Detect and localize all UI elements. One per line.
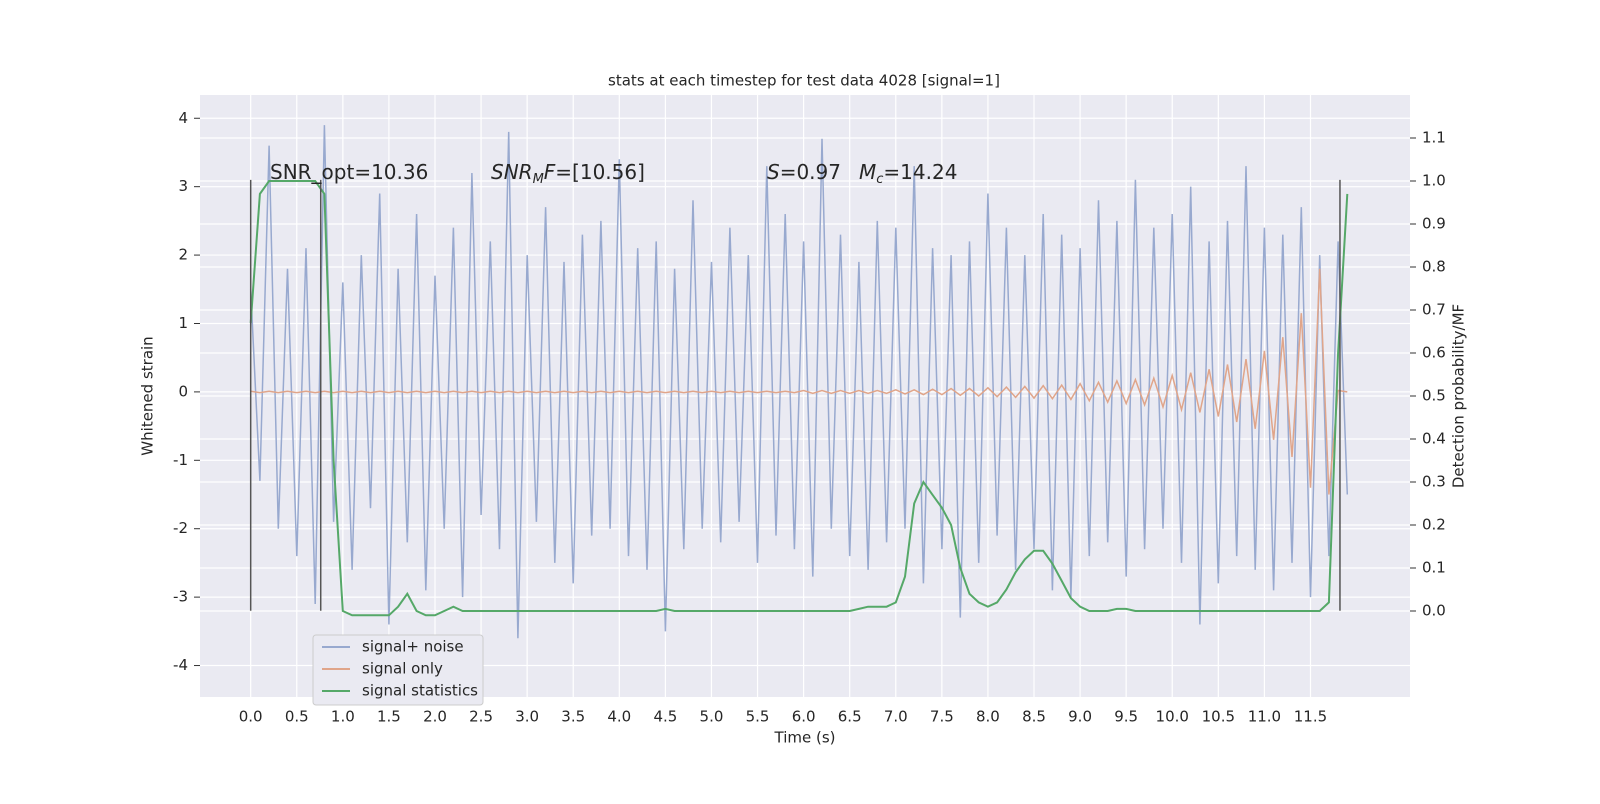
- legend-box: [312, 634, 484, 706]
- legend-label: signal statistics: [362, 682, 478, 700]
- y-tick-label: 1: [178, 314, 188, 332]
- legend-label: signal only: [362, 660, 443, 678]
- y2-tick-label: 1.0: [1422, 172, 1446, 190]
- x-tick-label: 9.0: [1068, 708, 1092, 726]
- annotation: SNR_opt=10.36: [270, 160, 428, 184]
- y2-tick-label: 0.7: [1422, 301, 1446, 319]
- annotation-part: =[10.56]: [555, 160, 645, 184]
- annotation: SNRMF=[10.56]: [491, 160, 645, 187]
- y-tick-label: -4: [173, 656, 188, 674]
- annotation-part: M: [533, 172, 544, 187]
- series-line: [250, 268, 1348, 495]
- annotation-part: SNR: [491, 160, 533, 184]
- x-tick-label: 4.5: [653, 708, 677, 726]
- annotation: Mc=14.24: [859, 160, 957, 187]
- x-tick-label: 1.5: [377, 708, 401, 726]
- legend-label: signal+ noise: [362, 638, 464, 656]
- x-tick-label: 3.5: [561, 708, 585, 726]
- y2-tick-label: 0.1: [1422, 559, 1446, 577]
- x-tick-label: 3.0: [515, 708, 539, 726]
- annotation: S=0.97: [767, 160, 841, 184]
- x-tick-label: 9.5: [1114, 708, 1138, 726]
- annotation-part: =14.24: [883, 160, 957, 184]
- annotation-part: F: [544, 160, 556, 184]
- x-tick-label: 7.5: [930, 708, 954, 726]
- chart-title: stats at each timestep for test data 402…: [608, 72, 1000, 90]
- x-tick-label: 5.0: [700, 708, 724, 726]
- y-tick-label: -3: [173, 588, 188, 606]
- annotation-part: =0.97: [780, 160, 841, 184]
- y-tick-label: -2: [173, 519, 188, 537]
- y-axis-label: Whitened strain: [139, 336, 157, 455]
- x-tick-label: 0.5: [285, 708, 309, 726]
- y2-tick-label: 0.2: [1422, 516, 1446, 534]
- y-tick-label: 4: [178, 109, 188, 127]
- y2-tick-label: 0.9: [1422, 215, 1446, 233]
- x-axis-label: Time (s): [774, 729, 836, 747]
- x-tick-label: 6.0: [792, 708, 816, 726]
- y2-axis-label: Detection probability/MF: [1450, 304, 1468, 488]
- series-line: [249, 125, 1349, 639]
- x-tick-label: 11.0: [1248, 708, 1281, 726]
- x-tick-label: 7.0: [884, 708, 908, 726]
- y2-tick-label: 0.5: [1422, 387, 1446, 405]
- y2-tick-label: 1.1: [1422, 129, 1446, 147]
- x-tick-label: 6.5: [838, 708, 862, 726]
- x-tick-label: 4.0: [607, 708, 631, 726]
- y2-tick-label: 0.6: [1422, 344, 1446, 362]
- y-tick-label: -1: [173, 451, 188, 469]
- y2-tick-label: 0.4: [1422, 430, 1446, 448]
- y2-tick-label: 0.0: [1422, 602, 1446, 620]
- x-tick-label: 11.5: [1294, 708, 1327, 726]
- y2-tick-label: 0.8: [1422, 258, 1446, 276]
- series-line: [249, 180, 1349, 617]
- annotation-part: c: [876, 172, 883, 187]
- x-tick-label: 0.0: [239, 708, 263, 726]
- annotation-part: M: [859, 160, 876, 184]
- annotation-part: SNR_opt=10.36: [270, 160, 428, 184]
- x-tick-label: 2.5: [469, 708, 493, 726]
- y-tick-label: 2: [178, 246, 188, 264]
- x-tick-label: 5.5: [746, 708, 770, 726]
- annotation-part: S: [767, 160, 780, 184]
- x-tick-label: 10.0: [1156, 708, 1189, 726]
- x-tick-label: 8.5: [1022, 708, 1046, 726]
- y2-tick-label: 0.3: [1422, 473, 1446, 491]
- y-tick-label: 3: [178, 177, 188, 195]
- x-tick-label: 1.0: [331, 708, 355, 726]
- x-tick-label: 2.0: [423, 708, 447, 726]
- x-tick-label: 8.0: [976, 708, 1000, 726]
- y-tick-label: 0: [178, 382, 188, 400]
- x-tick-label: 10.5: [1202, 708, 1235, 726]
